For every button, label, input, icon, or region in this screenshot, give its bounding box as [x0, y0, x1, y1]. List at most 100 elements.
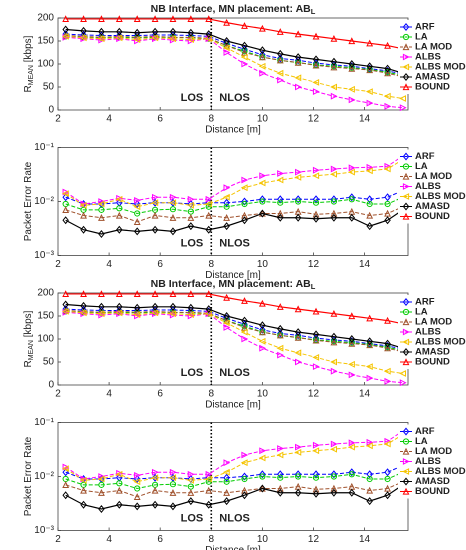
- y-tick-label: 50: [43, 82, 55, 93]
- marker: [277, 474, 284, 481]
- marker: [384, 41, 391, 49]
- y-axis-label: Packet Error Rate: [23, 436, 34, 516]
- marker: [205, 470, 213, 478]
- marker: [330, 170, 338, 178]
- marker: [98, 302, 105, 311]
- marker: [312, 210, 320, 218]
- marker: [223, 293, 231, 301]
- marker: [399, 95, 406, 102]
- marker: [312, 61, 320, 69]
- marker: [205, 486, 213, 494]
- marker: [259, 473, 266, 480]
- marker: [259, 470, 266, 479]
- marker: [366, 39, 374, 47]
- marker: [151, 35, 159, 43]
- marker: [277, 324, 284, 333]
- marker: [348, 335, 356, 343]
- marker: [241, 475, 248, 483]
- marker: [205, 195, 213, 203]
- marker: [223, 37, 230, 45]
- chart-title: NB Interface, MN placement: ABL: [151, 278, 316, 291]
- legend-label: BOUND: [415, 82, 450, 93]
- legend-marker: [402, 328, 410, 336]
- marker: [259, 195, 266, 204]
- marker: [241, 176, 249, 184]
- marker: [169, 31, 177, 40]
- legend-label: ALBS: [415, 456, 441, 467]
- marker: [241, 491, 248, 500]
- marker: [133, 493, 141, 500]
- marker: [330, 358, 338, 366]
- marker: [312, 334, 320, 343]
- y-tick-label: 200: [37, 13, 54, 24]
- legend-marker: [402, 152, 410, 161]
- y-tick-label: 10⁻³: [34, 250, 54, 261]
- marker: [312, 199, 320, 206]
- marker: [61, 307, 69, 315]
- legend-label: ALBS MOD: [415, 466, 466, 477]
- marker: [61, 465, 69, 473]
- marker: [223, 49, 231, 56]
- marker: [116, 35, 124, 43]
- marker: [366, 486, 374, 494]
- marker: [98, 311, 106, 319]
- marker: [294, 333, 302, 341]
- marker: [312, 363, 320, 371]
- legend-label: ALBS: [415, 52, 441, 63]
- marker: [62, 481, 70, 488]
- marker: [366, 99, 374, 107]
- legend-marker: [402, 447, 410, 455]
- marker: [365, 442, 373, 450]
- marker: [366, 222, 373, 231]
- marker: [62, 308, 70, 316]
- marker: [258, 454, 266, 462]
- series-line: [65, 293, 404, 325]
- marker: [366, 475, 373, 483]
- marker: [348, 96, 356, 104]
- marker: [348, 196, 355, 203]
- marker: [259, 50, 266, 59]
- marker: [169, 473, 177, 482]
- marker: [223, 203, 230, 210]
- marker: [365, 363, 373, 371]
- marker: [169, 36, 177, 44]
- marker: [277, 329, 284, 338]
- annotation: NLOS: [219, 92, 250, 104]
- annotation: NLOS: [219, 512, 250, 524]
- marker: [330, 309, 338, 317]
- marker: [151, 198, 159, 207]
- legend-label: LA: [415, 307, 428, 318]
- marker: [169, 302, 177, 311]
- chart-panel: 10⁻³ 10⁻² 10⁻¹ 2 4 6 8 10 12 14 Distance [m] Packet…: [23, 417, 466, 550]
- marker: [115, 211, 123, 219]
- marker: [294, 349, 302, 357]
- x-axis-label: Distance [m]: [205, 125, 261, 136]
- marker: [366, 211, 374, 219]
- x-tick-label: 12: [308, 534, 320, 545]
- marker: [98, 481, 105, 488]
- marker: [187, 489, 195, 496]
- marker: [98, 230, 105, 239]
- marker: [62, 463, 70, 471]
- marker: [294, 448, 302, 456]
- marker: [134, 210, 141, 217]
- marker: [312, 166, 320, 174]
- marker: [384, 193, 391, 202]
- marker: [365, 167, 373, 175]
- marker: [115, 309, 123, 317]
- y-tick-label: 50: [43, 357, 55, 368]
- marker: [241, 335, 249, 343]
- legend-label: ALBS MOD: [415, 62, 466, 73]
- marker: [169, 198, 177, 207]
- marker: [98, 505, 105, 514]
- marker: [240, 459, 248, 467]
- marker: [116, 500, 123, 509]
- legend-label: AMASD: [415, 201, 450, 212]
- marker: [115, 15, 123, 23]
- marker: [277, 76, 284, 84]
- marker: [348, 312, 356, 320]
- legend-marker: [402, 183, 410, 190]
- marker: [151, 27, 159, 36]
- marker: [241, 41, 248, 50]
- marker: [312, 336, 320, 344]
